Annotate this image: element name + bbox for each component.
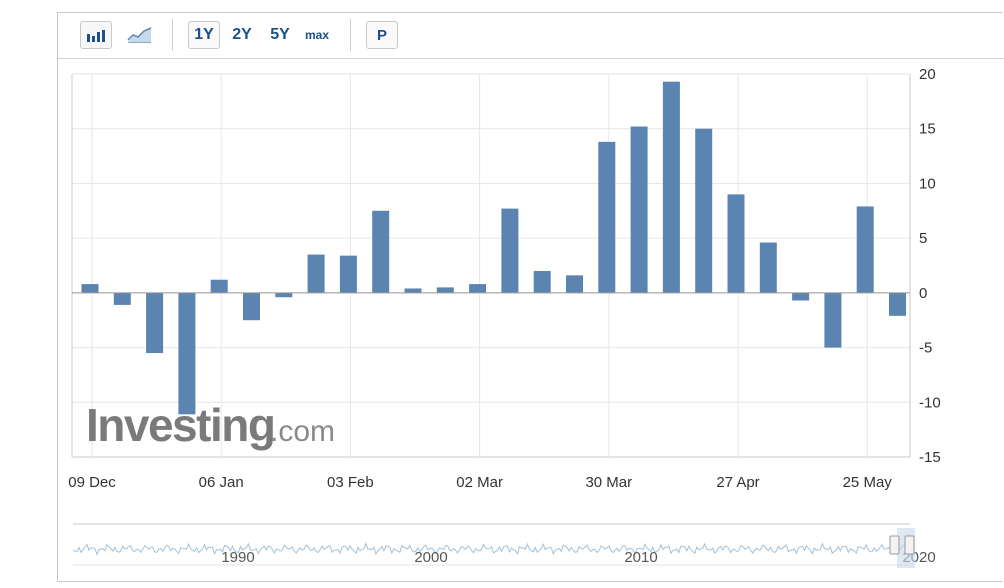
navigator-right-handle[interactable] — [904, 535, 915, 555]
range-5y-button[interactable]: 5Y — [270, 26, 290, 43]
bar[interactable] — [178, 292, 196, 415]
bar[interactable] — [889, 292, 906, 316]
navigator-year-label: 2010 — [624, 549, 657, 566]
bar[interactable] — [436, 287, 454, 293]
bar[interactable] — [113, 292, 131, 305]
bar[interactable] — [146, 292, 164, 354]
y-tick-label: 15 — [919, 121, 936, 138]
bar[interactable] — [824, 292, 842, 348]
bar[interactable] — [372, 210, 390, 293]
bar[interactable] — [566, 275, 583, 293]
y-tick-label: 0 — [919, 285, 927, 302]
navigator-left-handle[interactable] — [889, 535, 900, 555]
bar[interactable] — [404, 288, 422, 293]
watermark: Investing .com — [86, 399, 335, 451]
bar[interactable] — [307, 254, 325, 293]
chart-toolbar: 1Y 2Y 5Y max P — [58, 13, 1004, 59]
bar[interactable] — [630, 126, 648, 293]
bar[interactable] — [662, 81, 680, 293]
toolbar-separator — [172, 19, 173, 51]
x-tick-label: 09 Dec — [68, 474, 116, 491]
bar[interactable] — [695, 128, 713, 293]
navigator-series — [72, 542, 911, 556]
line-chart-icon — [127, 27, 152, 43]
x-tick-label: 30 Mar — [585, 474, 632, 491]
bar[interactable] — [339, 255, 357, 293]
watermark-suffix: .com — [270, 415, 335, 448]
bar[interactable] — [275, 292, 293, 298]
y-tick-label: -10 — [919, 394, 941, 411]
y-tick-label: 5 — [919, 230, 927, 247]
p-button[interactable]: P — [366, 21, 398, 49]
bar-chart-icon — [87, 30, 105, 42]
bar[interactable] — [533, 270, 551, 293]
x-tick-label: 27 Apr — [716, 474, 759, 491]
navigator[interactable]: 1990 2000 2010 2020 — [72, 523, 936, 568]
y-tick-label: 20 — [919, 66, 936, 83]
bar[interactable] — [243, 292, 260, 321]
bar[interactable] — [856, 206, 874, 293]
x-tick-label: 06 Jan — [199, 474, 244, 491]
y-tick-label: -15 — [919, 449, 941, 466]
navigator-year-label: 1990 — [221, 549, 254, 566]
bar[interactable] — [469, 284, 487, 293]
y-tick-label: -5 — [919, 340, 932, 357]
range-max-button[interactable]: max — [304, 28, 330, 42]
bar[interactable] — [759, 242, 777, 293]
range-2y-button[interactable]: 2Y — [232, 26, 252, 43]
chart-container: 1Y 2Y 5Y max P — [57, 12, 1004, 582]
bar[interactable] — [598, 141, 616, 293]
x-tick-label: 03 Feb — [327, 474, 374, 491]
x-tick-label: 25 May — [843, 474, 893, 491]
bar[interactable] — [501, 208, 519, 293]
bar[interactable] — [792, 292, 810, 301]
bars — [81, 81, 906, 415]
line-chart-button[interactable] — [124, 21, 156, 49]
label-crop-mask — [0, 465, 56, 495]
navigator-year-label: 2000 — [414, 549, 447, 566]
axes: 20 15 10 5 0 -5 -10 -15 09 Dec 06 Jan 03 Feb 02 Mar… — [0, 66, 941, 495]
bar-chart-button[interactable] — [80, 21, 112, 49]
bar[interactable] — [81, 284, 99, 293]
y-tick-label: 10 — [919, 175, 936, 192]
bar[interactable] — [210, 279, 228, 293]
bar[interactable] — [727, 194, 745, 293]
toolbar-separator — [350, 19, 351, 51]
x-tick-label: 02 Mar — [456, 474, 503, 491]
range-1y-button[interactable]: 1Y — [188, 21, 220, 49]
